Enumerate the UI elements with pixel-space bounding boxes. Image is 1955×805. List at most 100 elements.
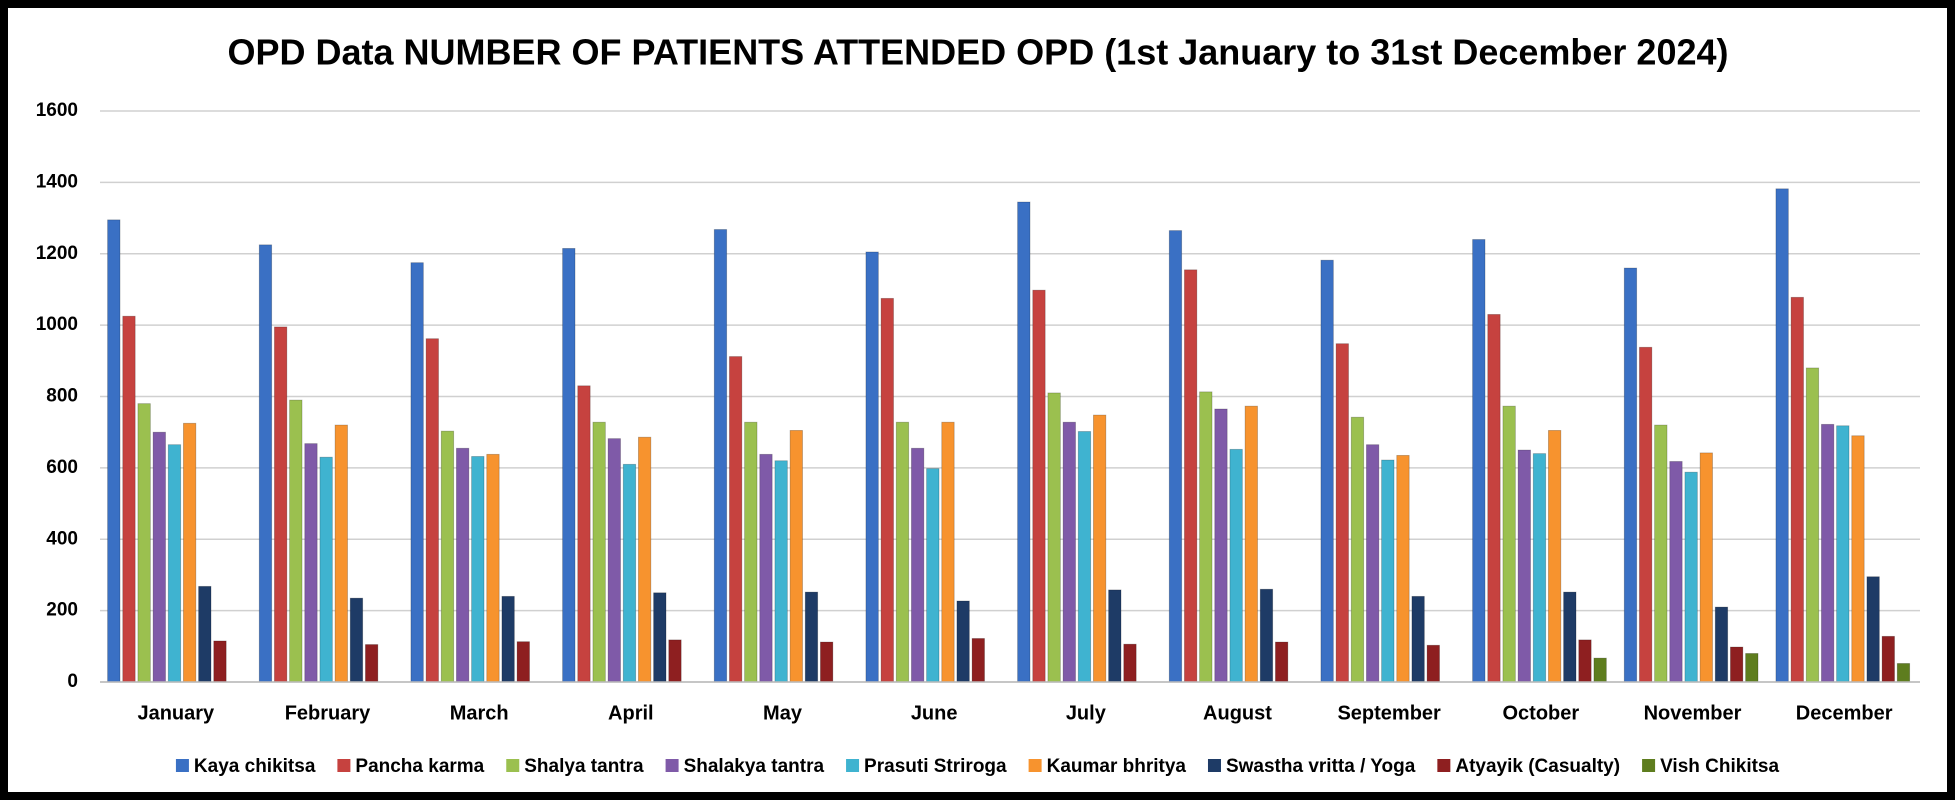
bar xyxy=(577,385,591,683)
bar xyxy=(1062,421,1076,683)
bar xyxy=(1487,314,1501,683)
bar xyxy=(895,421,910,683)
y-tick-label: 1600 xyxy=(36,100,78,121)
bar xyxy=(440,430,455,683)
bar xyxy=(1350,416,1365,683)
legend-label: Shalakya tantra xyxy=(684,756,825,777)
bar xyxy=(486,453,500,683)
bar xyxy=(1396,454,1410,683)
bar xyxy=(1032,289,1046,683)
bar xyxy=(622,463,637,683)
bar xyxy=(1593,657,1607,683)
x-tick-label: February xyxy=(285,702,371,724)
x-tick-label: December xyxy=(1796,702,1893,724)
bar xyxy=(501,595,515,683)
y-tick-label: 600 xyxy=(46,457,78,478)
bar xyxy=(304,443,318,683)
bar xyxy=(1472,239,1486,683)
bar xyxy=(349,597,364,683)
legend-label: Atyayik (Casualty) xyxy=(1455,756,1620,777)
x-tick-label: October xyxy=(1502,702,1579,724)
bar xyxy=(638,436,652,683)
legend-label: Swastha vritta / Yoga xyxy=(1226,756,1416,777)
y-tick-label: 400 xyxy=(46,528,78,549)
bar xyxy=(319,456,333,683)
bar xyxy=(1851,435,1865,683)
legend-swatch xyxy=(337,759,351,772)
bar xyxy=(668,639,682,683)
bar xyxy=(1320,259,1334,683)
bar xyxy=(865,251,879,683)
bar xyxy=(213,640,227,683)
bar xyxy=(1881,635,1895,683)
bar xyxy=(1821,423,1835,683)
y-tick-label: 200 xyxy=(46,600,78,621)
bar xyxy=(1745,653,1759,683)
legend-swatch xyxy=(846,759,860,772)
bar xyxy=(562,247,576,683)
bar xyxy=(1411,595,1425,683)
bar xyxy=(941,421,955,683)
bar xyxy=(1836,425,1850,683)
bar xyxy=(592,421,606,683)
y-tick-label: 0 xyxy=(67,671,78,692)
bar xyxy=(334,424,348,683)
bar xyxy=(137,403,151,683)
x-tick-label: July xyxy=(1066,702,1107,724)
legend-swatch xyxy=(1642,759,1656,772)
bar xyxy=(1639,346,1653,683)
bar xyxy=(1275,641,1289,683)
bar xyxy=(1199,391,1213,683)
bar xyxy=(1108,589,1122,683)
legend-label: Kaya chikitsa xyxy=(194,756,316,777)
bar xyxy=(1669,461,1683,683)
bar xyxy=(1532,453,1547,683)
x-tick-label: April xyxy=(608,702,654,724)
bar xyxy=(1077,431,1092,683)
bar xyxy=(1426,644,1440,683)
bar xyxy=(789,430,803,683)
y-tick-label: 800 xyxy=(46,386,78,407)
bar xyxy=(653,592,667,683)
y-tick-label: 1200 xyxy=(36,243,78,264)
bar xyxy=(744,421,758,683)
bar xyxy=(1184,269,1198,683)
x-tick-label: September xyxy=(1337,702,1441,724)
bar xyxy=(1259,588,1274,683)
legend-label: Vish Chikitsa xyxy=(1660,756,1779,777)
legend-label: Prasuti Striroga xyxy=(864,756,1007,777)
bar xyxy=(1366,444,1380,683)
bar xyxy=(1699,452,1713,683)
bar xyxy=(258,244,273,683)
bar xyxy=(198,585,212,683)
bar xyxy=(804,591,819,683)
bar xyxy=(1623,267,1638,683)
bar xyxy=(1714,606,1729,683)
bar xyxy=(820,641,834,683)
chart-title: OPD Data NUMBER OF PATIENTS ATTENDED OPD… xyxy=(227,32,1728,73)
bar xyxy=(1684,471,1698,683)
bar xyxy=(122,315,136,683)
bar xyxy=(1047,392,1061,683)
legend-swatch xyxy=(1207,759,1221,772)
x-tick-label: June xyxy=(911,702,958,724)
bar xyxy=(274,326,288,683)
x-tick-label: November xyxy=(1644,702,1742,724)
bar xyxy=(1896,663,1911,683)
bar xyxy=(1730,646,1744,683)
legend: Kaya chikitsa Pancha karma Shalya tantra Sh… xyxy=(175,756,1779,777)
bar xyxy=(167,444,182,683)
legend-swatch xyxy=(1437,759,1451,772)
bar xyxy=(1578,639,1592,683)
bar xyxy=(410,262,424,683)
bar xyxy=(1502,405,1516,683)
bar xyxy=(713,229,728,683)
bar xyxy=(471,456,485,683)
legend-swatch xyxy=(175,759,189,772)
bar xyxy=(911,447,925,683)
bar xyxy=(1775,188,1789,683)
bar xyxy=(425,338,439,683)
bar xyxy=(956,600,970,683)
bar xyxy=(1017,201,1031,683)
